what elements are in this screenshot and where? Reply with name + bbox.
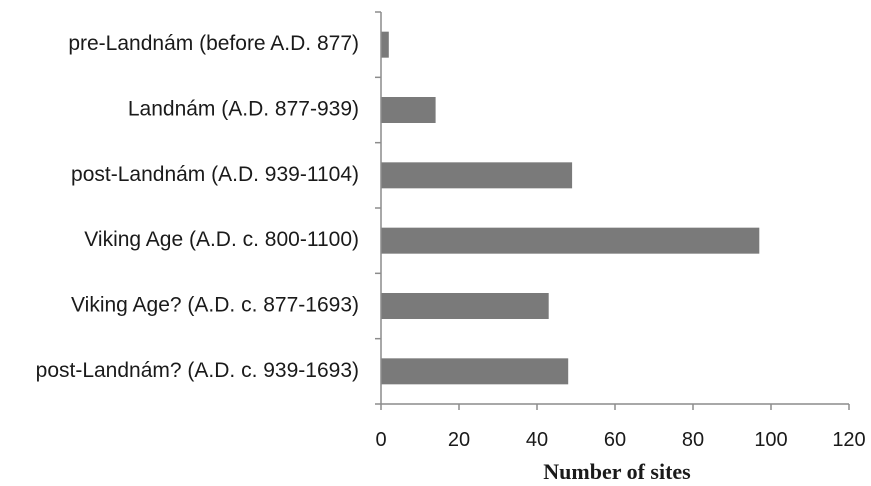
x-tick-label: 80 <box>682 429 704 451</box>
category-label: Viking Age? (A.D. c. 877-1693) <box>71 294 359 317</box>
category-label: pre-Landnám (before A.D. 877) <box>68 32 359 55</box>
bar <box>381 358 569 385</box>
x-tick-label: 60 <box>604 429 626 451</box>
x-ticks-group: 0 20 40 60 80 100 120 <box>375 404 866 451</box>
bar <box>381 31 389 58</box>
bar <box>381 227 760 254</box>
x-tick-label: 20 <box>448 429 470 451</box>
category-label: Viking Age (A.D. c. 800-1100) <box>84 228 359 251</box>
bars-group <box>381 31 760 385</box>
bar <box>381 162 573 189</box>
x-tick-label: 0 <box>375 429 386 451</box>
bar <box>381 293 549 319</box>
category-label: post-Landnám? (A.D. c. 939-1693) <box>36 359 359 382</box>
bar <box>381 97 436 123</box>
category-labels-group: pre-Landnám (before A.D. 877) Landnám (A.… <box>36 32 359 382</box>
x-axis-title: Number of sites <box>543 459 691 484</box>
category-label: post-Landnám (A.D. 939-1104) <box>71 163 359 186</box>
category-label: Landnám (A.D. 877-939) <box>128 98 359 121</box>
x-tick-label: 120 <box>832 429 865 451</box>
x-tick-label: 40 <box>526 429 548 451</box>
axes-group <box>375 11 849 405</box>
x-tick-label: 100 <box>754 429 787 451</box>
